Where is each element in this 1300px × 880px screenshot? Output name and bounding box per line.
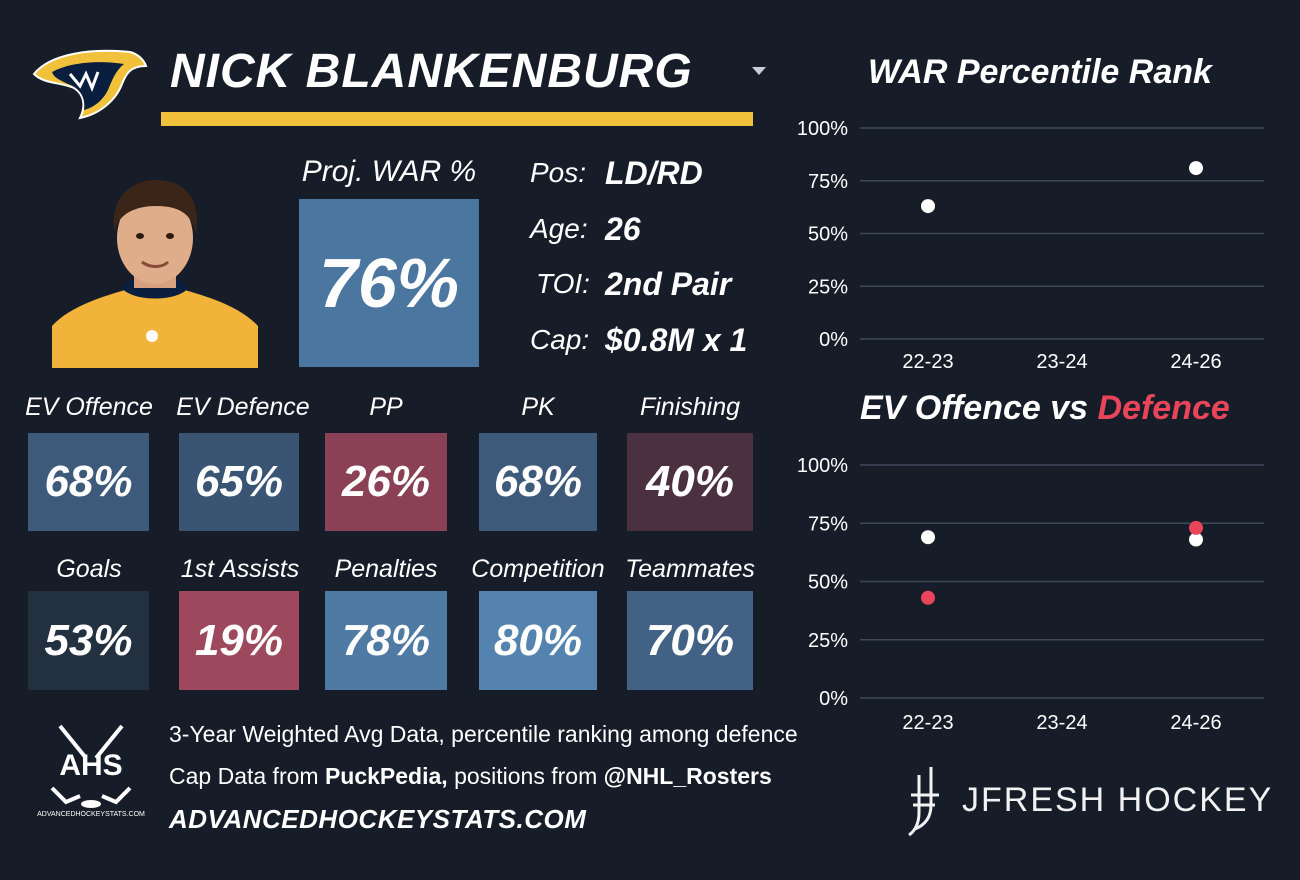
chart2-point-s0-0 [921, 530, 935, 545]
ahs-logo-text: AHS [59, 749, 123, 782]
stat-label-finishing: Finishing [639, 393, 741, 421]
chart2-ytick-label: 25% [808, 630, 848, 652]
nashville-predators-logo-icon [32, 49, 148, 120]
chart1-ytick-label: 100% [797, 118, 848, 140]
chart2-xtick-label: 22-23 [902, 712, 953, 734]
player-headshot-icon [52, 180, 258, 368]
chart2-point-s0-2 [1189, 532, 1203, 547]
proj-war-label: Proj. WAR % [301, 155, 477, 188]
bio-label-age: Age: [530, 213, 588, 244]
stat-label-ev-offence: EV Offence [25, 393, 153, 421]
chevron-down-icon[interactable] [750, 64, 768, 78]
puckpedia-link[interactable]: PuckPedia, [324, 763, 448, 789]
ahs-logo: AHS ADVANCEDHOCKEYSTATS.COM [36, 724, 146, 824]
chart1-xtick-label: 22-23 [902, 351, 953, 373]
chart1-point-s0-0 [921, 199, 935, 214]
bio-value-age: 26 [605, 211, 641, 247]
proj-war-value: 76% [299, 199, 479, 367]
bio-label-pos: Pos: [530, 157, 587, 188]
chart2-title: EV Offence vs Defence [860, 386, 1230, 430]
bio-label-toi: TOI: [536, 268, 590, 299]
player-name: NICK BLANKENBURG [170, 45, 693, 98]
chart1-ytick-label: 75% [808, 171, 848, 193]
ev-offence-defence-chart: 0% 25% 50% 75% 100% 22-23 23-24 24-26 [797, 455, 1264, 734]
stat-label-ev-defence: EV Defence [176, 393, 310, 421]
stat-tile-penalties: 78% [325, 591, 447, 690]
stat-label-pk: PK [521, 393, 555, 421]
stat-tile-ev-defence: 65% [179, 433, 299, 531]
stat-tile-finishing: 40% [627, 433, 753, 531]
footer-sources-mid: positions from [447, 763, 604, 789]
stat-label-teammates: Teammates [625, 555, 755, 583]
bio-value-toi: 2nd Pair [605, 266, 732, 302]
chart1-point-s0-2 [1189, 161, 1203, 176]
chart2-xtick-label: 23-24 [1036, 712, 1087, 734]
stat-tile-goals: 53% [28, 591, 149, 690]
chart2-title-defence: Defence [1097, 389, 1230, 427]
chart1-xtick-label: 24-26 [1170, 351, 1221, 373]
chart2-point-s1-0 [921, 590, 935, 605]
chart1-ytick-label: 25% [808, 276, 848, 298]
bio-value-pos: LD/RD [605, 155, 703, 191]
bio-label-cap: Cap: [530, 324, 590, 355]
footer-sources: Cap Data from PuckPedia, positions from … [169, 761, 772, 791]
chart1-title: WAR Percentile Rank [868, 53, 1212, 91]
war-percentile-chart: 0% 25% 50% 75% 100% 22-23 23-24 24-26 [797, 118, 1264, 373]
chart2-ytick-label: 100% [797, 455, 848, 477]
jfresh-hockey-brand: JFRESH HOCKEY [962, 781, 1274, 819]
stat-tile-ev-offence: 68% [28, 433, 149, 531]
stat-label-competition: Competition [471, 555, 605, 583]
stat-label-penalties: Penalties [334, 555, 438, 583]
footer-sources-prefix: Cap Data from [169, 763, 325, 789]
stat-tile-pp: 26% [325, 433, 447, 531]
chart1-ytick-label: 50% [808, 224, 848, 246]
nhl-rosters-link[interactable]: @NHL_Rosters [603, 763, 772, 789]
chart2-title-offence: EV Offence vs [860, 389, 1098, 427]
name-underline [161, 112, 753, 126]
bio-value-cap: $0.8M x 1 [605, 322, 748, 358]
footer-note: 3-Year Weighted Avg Data, percentile ran… [169, 721, 798, 747]
jfresh-logo-icon [908, 767, 939, 837]
chart2-xtick-label: 24-26 [1170, 712, 1221, 734]
stat-tile-competition: 80% [479, 591, 597, 690]
stat-tile-1st-assists: 19% [179, 591, 299, 690]
stat-label-pp: PP [369, 393, 403, 421]
stat-tile-teammates: 70% [627, 591, 753, 690]
chart2-ytick-label: 50% [808, 572, 848, 594]
stat-label-1st-assists: 1st Assists [180, 555, 300, 583]
stat-tile-pk: 68% [479, 433, 597, 531]
chart2-ytick-label: 75% [808, 513, 848, 535]
stat-label-goals: Goals [56, 555, 122, 583]
chart2-point-s1-2 [1189, 520, 1203, 535]
hockey-sticks-icon [50, 724, 132, 808]
chart1-xtick-label: 23-24 [1036, 351, 1087, 373]
site-url[interactable]: ADVANCEDHOCKEYSTATS.COM [169, 804, 587, 834]
chart2-ytick-label: 0% [819, 688, 848, 710]
chart1-ytick-label: 0% [819, 329, 848, 351]
ahs-logo-subtext: ADVANCEDHOCKEYSTATS.COM [37, 811, 145, 818]
